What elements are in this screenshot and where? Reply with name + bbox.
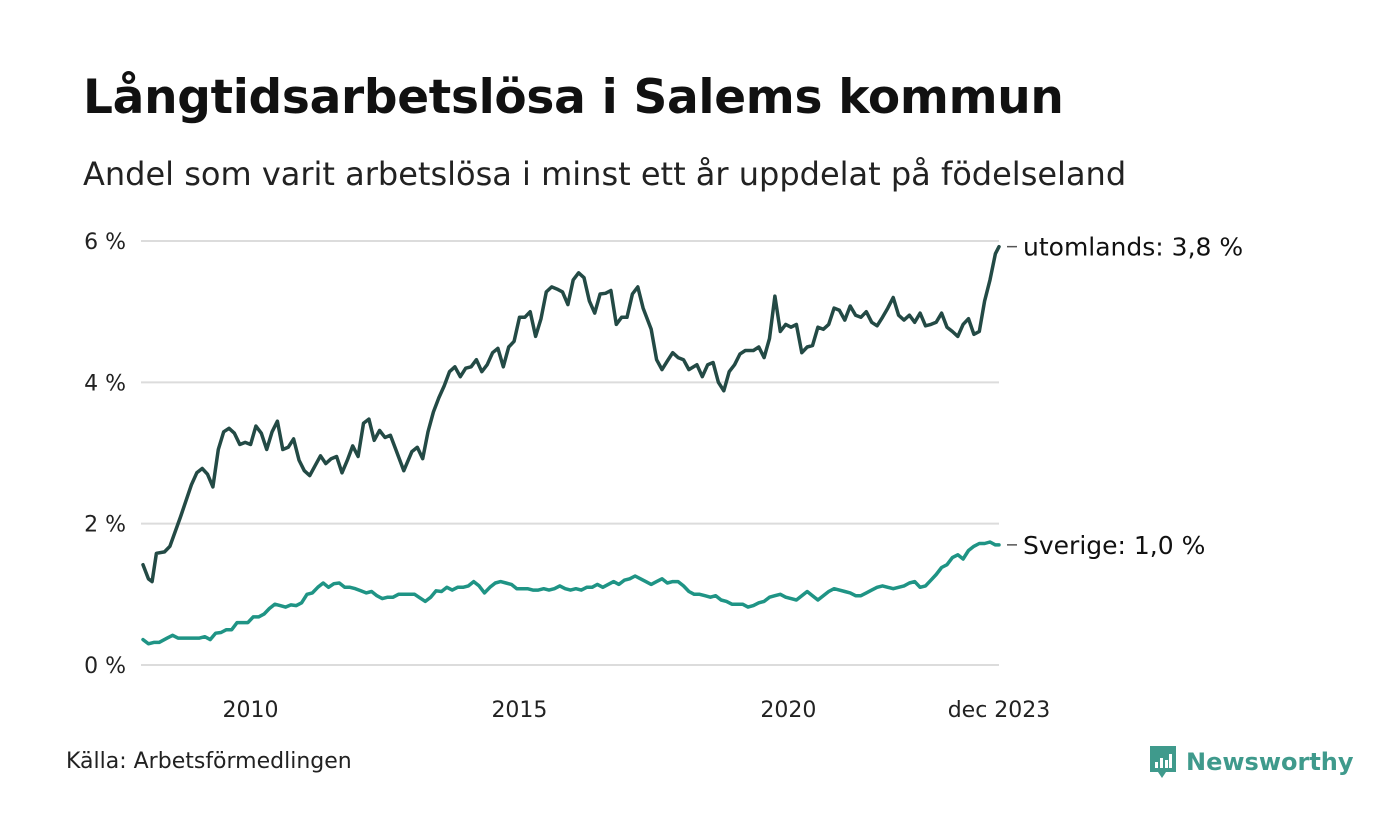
y-tick-label: 2 % [84, 513, 126, 538]
y-tick-label: 6 % [84, 230, 126, 255]
chart-title: Långtidsarbetslösa i Salems kommun [83, 70, 1064, 125]
y-tick-label: 4 % [84, 371, 126, 396]
x-axis-ticks: 2010 2015 2020 dec 2023 [223, 698, 1051, 723]
series-line-Sverige [141, 540, 1001, 646]
series-lines [141, 244, 1001, 646]
x-tick-label: 2010 [223, 698, 279, 723]
end-label-utomlands: utomlands: 3,8 % [1023, 233, 1243, 262]
brand-name: Newsworthy [1186, 748, 1354, 776]
end-label-Sverige: Sverige: 1,0 % [1023, 531, 1205, 560]
grid-lines [141, 240, 999, 666]
y-axis-ticks: 0 % 2 % 4 % 6 % [84, 230, 126, 679]
newsworthy-logo-icon [1150, 746, 1176, 778]
chart-subtitle: Andel som varit arbetslösa i minst ett å… [83, 155, 1127, 193]
series-line-utomlands [141, 244, 1001, 584]
y-tick-label: 0 % [84, 654, 126, 679]
x-tick-label: dec 2023 [948, 698, 1051, 723]
brand-logo[interactable]: Newsworthy [1148, 744, 1354, 780]
series-end-labels: utomlands: 3,8 % Sverige: 1,0 % [1007, 233, 1243, 560]
x-tick-label: 2015 [491, 698, 547, 723]
source-credit: Källa: Arbetsförmedlingen [66, 749, 352, 774]
x-tick-label: 2020 [760, 698, 816, 723]
